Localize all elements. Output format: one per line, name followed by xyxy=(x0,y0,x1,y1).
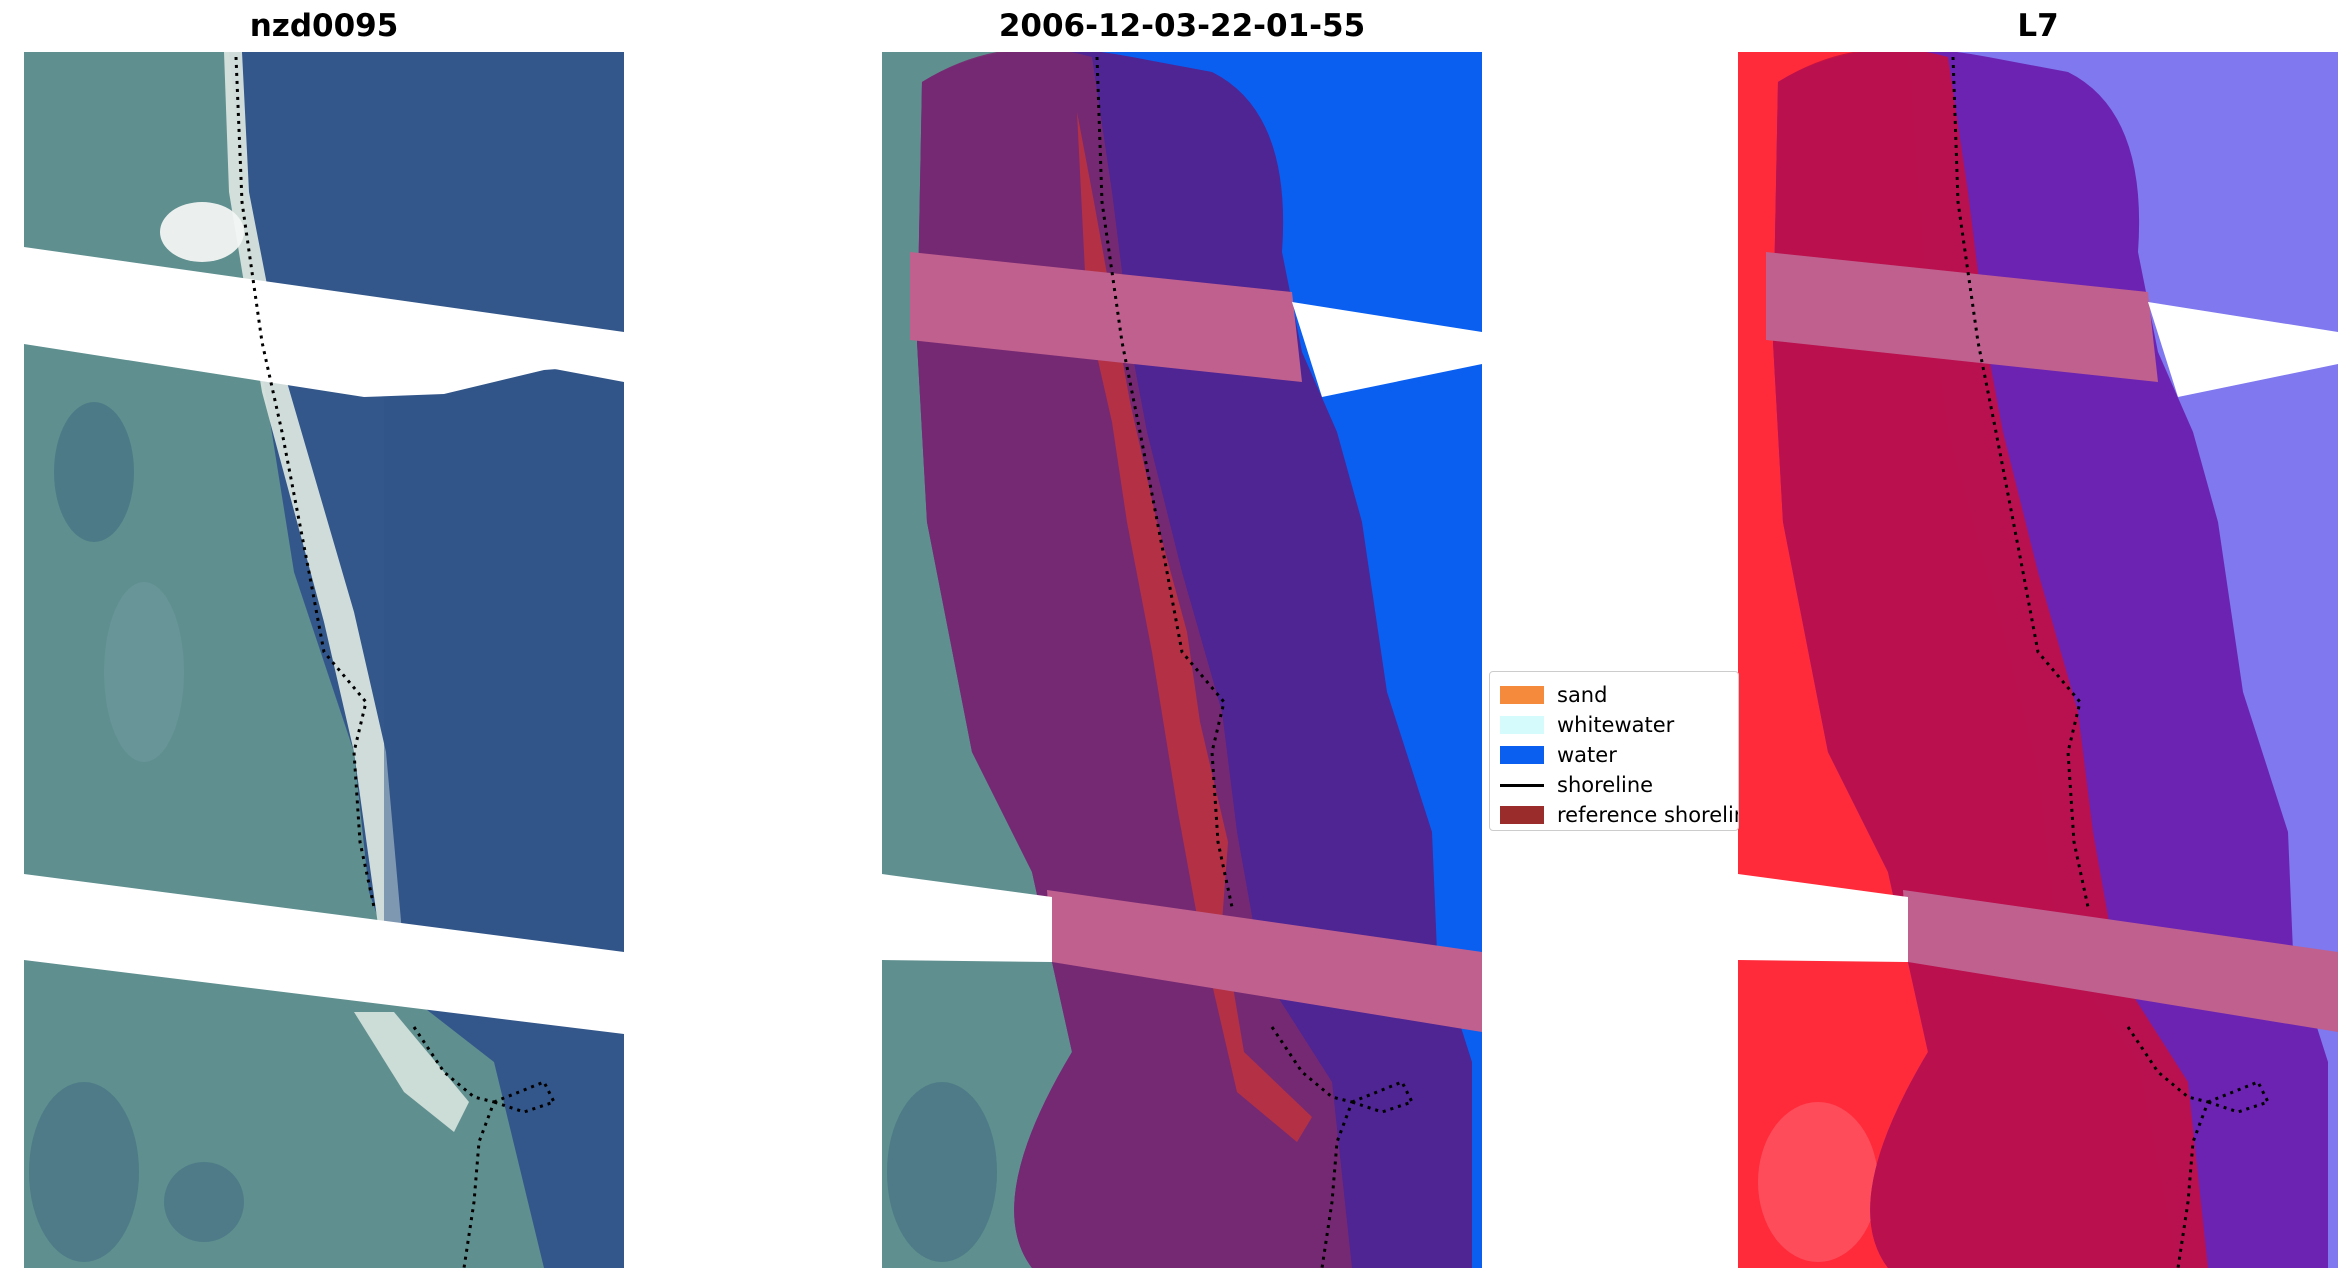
legend-label-sand: sand xyxy=(1557,683,1608,707)
legend-line-shoreline xyxy=(1500,783,1544,787)
classification-map xyxy=(882,52,1482,1268)
index-map xyxy=(1738,52,2338,1268)
legend-item-shoreline: shoreline xyxy=(1490,770,1738,800)
legend-swatch-reference-shoreline xyxy=(1500,806,1544,824)
legend-item-reference-shoreline: reference shoreline xyxy=(1490,800,1738,830)
legend-swatch-water xyxy=(1500,746,1544,764)
panel-title-classification: 2006-12-03-22-01-55 xyxy=(998,8,1366,44)
legend-item-whitewater: whitewater xyxy=(1490,710,1738,740)
legend-label-water: water xyxy=(1557,743,1617,767)
legend-item-water: water xyxy=(1490,740,1738,770)
legend-swatch-whitewater xyxy=(1500,716,1544,734)
legend-item-sand: sand xyxy=(1490,680,1738,710)
panel-title-index: L7 xyxy=(2017,8,2059,44)
legend-label-reference-shoreline: reference shoreline xyxy=(1557,803,1738,827)
legend-swatch-sand xyxy=(1500,686,1544,704)
legend-label-whitewater: whitewater xyxy=(1557,713,1675,737)
rgb-satellite-image xyxy=(24,52,624,1268)
panel-title-rgb: nzd0095 xyxy=(249,8,399,44)
legend-label-shoreline: shoreline xyxy=(1557,773,1654,797)
legend: sand whitewater water shoreline referenc… xyxy=(1489,671,1739,831)
